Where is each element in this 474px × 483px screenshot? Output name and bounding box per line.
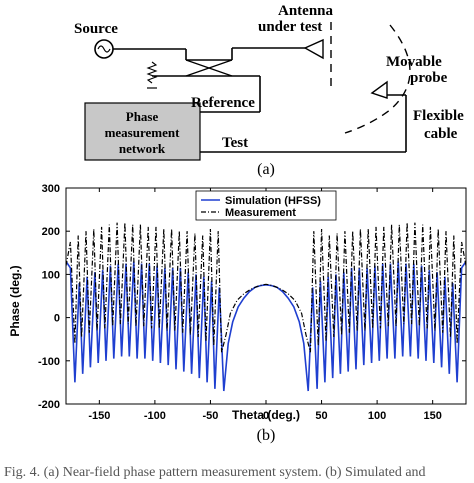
y-tick-label: -100 <box>38 356 60 368</box>
x-tick-label: 50 <box>315 410 327 422</box>
x-tick-label: 0 <box>263 410 269 422</box>
x-tick-label: 100 <box>368 410 386 422</box>
x-tick-label: -150 <box>88 410 110 422</box>
y-tick-label: 200 <box>42 226 60 238</box>
chart-xlabel: Theta (deg.) <box>232 408 300 422</box>
x-tick-label: 150 <box>423 410 441 422</box>
y-tick-label: 300 <box>42 183 60 195</box>
test-label: Test <box>222 135 248 151</box>
box-label-2: measurement <box>105 125 181 140</box>
probe-icon <box>370 80 388 99</box>
y-tick-label: -200 <box>38 399 60 411</box>
phase-chart: -150 -100 -50 0 50 100 150 -200 -100 0 100 200 300 Si… <box>38 183 467 422</box>
chart-ylabel: Phase (deg.) <box>8 265 22 336</box>
x-tick-label: -50 <box>202 410 218 422</box>
chart-legend <box>195 190 337 221</box>
antenna-label-1: Antenna <box>278 3 334 19</box>
cable-label-2: cable <box>424 126 458 142</box>
reference-label: Reference <box>191 95 255 111</box>
cable-label-1: Flexible <box>413 108 464 124</box>
probe-label-2: probe <box>410 70 448 86</box>
legend-label: Measurement <box>225 207 296 219</box>
source-label: Source <box>74 21 118 37</box>
probe-label-1: Movable <box>386 54 442 70</box>
y-tick-label: 0 <box>54 313 60 325</box>
scan-arc <box>344 24 411 134</box>
resistor-icon <box>146 61 158 84</box>
x-tick-label: -100 <box>144 410 166 422</box>
caption-a: (a) <box>257 161 275 178</box>
measurement-system-diagram <box>94 22 411 153</box>
y-tick-label: 100 <box>42 269 60 281</box>
antenna-label-2: under test <box>258 19 322 35</box>
caption-b: (b) <box>257 427 276 444</box>
box-label-3: network <box>119 141 166 156</box>
series-line-measurement <box>66 222 466 353</box>
box-label-1: Phase <box>126 109 159 124</box>
footer-caption-fragment: Fig. 4. (a) Near-field phase pattern mea… <box>4 465 426 480</box>
series-line-simulation <box>66 260 466 392</box>
phase-measurement-box <box>84 102 201 161</box>
legend-label: Simulation (HFSS) <box>225 195 321 207</box>
antenna-icon <box>303 38 324 60</box>
